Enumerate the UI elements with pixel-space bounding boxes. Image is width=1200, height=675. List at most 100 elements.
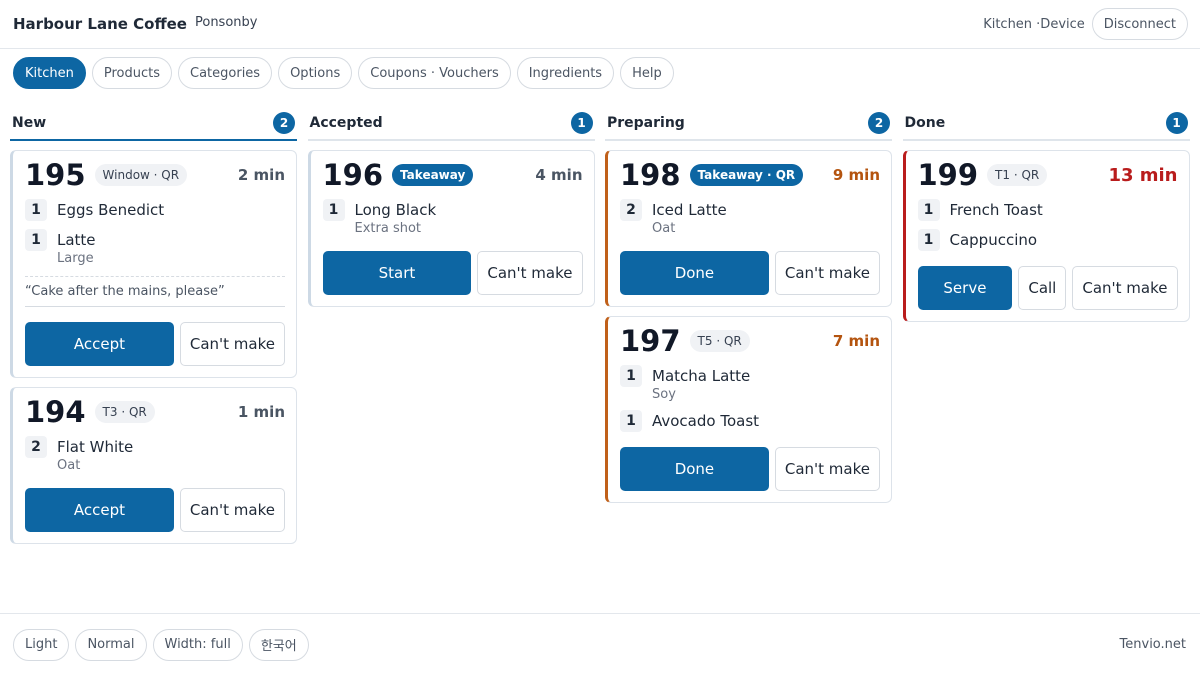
item-name: Flat White (57, 438, 134, 456)
item-name: Avocado Toast (652, 412, 760, 430)
order-card: 199 T1 · QR 13 min 1 French Toast 1 Cappuccino… (902, 150, 1190, 322)
footer-button[interactable]: Normal (75, 628, 147, 661)
order-time: 2 min (237, 166, 285, 184)
order-tag: T5 · QR (689, 330, 750, 352)
order-actions: Accept Can't make (25, 488, 285, 532)
item-qty: 1 (620, 410, 642, 432)
tab[interactable]: Kitchen (13, 57, 86, 89)
order-time: 9 min (832, 166, 880, 184)
action-button[interactable]: Start (322, 251, 472, 295)
tab[interactable]: Products (91, 57, 172, 89)
item-qty: 1 (322, 199, 345, 221)
item-body: Iced Latte Oat (652, 199, 727, 236)
column-title: Done (904, 115, 946, 131)
order-item: 1 French Toast (917, 199, 1178, 221)
footer: Light Normal Width: full 한국어 Tenvio.net (0, 613, 1200, 675)
order-number: 196 (322, 158, 384, 192)
item-qty: 1 (917, 199, 940, 221)
order-time: 7 min (832, 332, 880, 350)
order-header: 197 T5 · QR 7 min (620, 324, 880, 358)
action-button[interactable]: Can't make (774, 447, 880, 491)
tab[interactable]: Coupons · Vouchers (358, 57, 511, 89)
action-button[interactable]: Accept (25, 322, 174, 366)
order-item: 1 Eggs Benedict (25, 199, 285, 221)
column-header: Accepted 1 (307, 107, 595, 141)
action-button[interactable]: Can't make (179, 322, 285, 366)
order-number: 198 (620, 158, 681, 192)
action-button[interactable]: Done (620, 447, 769, 491)
order-item: 1 Long Black Extra shot (322, 199, 583, 236)
column-title: Accepted (309, 115, 383, 131)
column: Preparing 2 198 Takeaway · QR 9 min 2 Iced Lat… (605, 107, 892, 544)
footer-button[interactable]: Width: full (152, 628, 243, 661)
count-badge: 1 (1165, 112, 1188, 134)
item-body: Latte Large (57, 229, 96, 266)
column-header: Preparing 2 (605, 107, 892, 141)
tab[interactable]: Options (278, 57, 353, 89)
order-item: 1 Cappuccino (917, 229, 1178, 251)
order-header: 198 Takeaway · QR 9 min (620, 158, 880, 192)
item-note: Large (57, 251, 94, 266)
tab[interactable]: Ingredients (516, 57, 615, 89)
disconnect-button[interactable]: Disconnect (1091, 8, 1188, 40)
order-header: 194 T3 · QR 1 min (25, 395, 285, 429)
item-qty: 1 (25, 199, 47, 221)
order-time: 4 min (535, 166, 583, 184)
action-button[interactable]: Serve (917, 266, 1013, 310)
order-tag: T3 · QR (94, 401, 155, 423)
order-actions: Done Can't make (620, 447, 880, 491)
order-actions: Start Can't make (322, 251, 583, 295)
tab[interactable]: Categories (178, 57, 273, 89)
tab-bar: Kitchen Products Categories Options Coupons … (0, 49, 1200, 97)
column: Accepted 1 196 Takeaway 4 min 1 Long Black Extr… (307, 107, 595, 544)
count-badge: 1 (570, 112, 593, 134)
footer-button[interactable]: 한국어 (248, 628, 309, 661)
order-number: 195 (25, 158, 86, 192)
item-note: Extra shot (354, 221, 422, 236)
footer-button[interactable]: Light (13, 628, 70, 661)
item-body: Avocado Toast (652, 410, 759, 432)
count-badge: 2 (273, 112, 295, 134)
action-button[interactable]: Can't make (477, 251, 583, 295)
order-number: 197 (620, 324, 681, 358)
order-number: 199 (917, 158, 979, 192)
action-button[interactable]: Accept (25, 488, 174, 532)
brand: Tenvio.net (1119, 637, 1186, 652)
order-header: 195 Window · QR 2 min (25, 158, 285, 192)
item-name: Iced Latte (652, 201, 727, 219)
item-body: Matcha Latte Soy (652, 365, 750, 402)
item-note: Oat (652, 221, 676, 236)
order-item: 2 Flat White Oat (25, 436, 285, 473)
item-qty: 1 (25, 229, 47, 251)
order-tag: Takeaway (392, 164, 474, 186)
order-tag: Window · QR (94, 164, 188, 186)
item-body: Flat White Oat (57, 436, 133, 473)
order-card: 196 Takeaway 4 min 1 Long Black Extra shot Sta… (307, 150, 595, 307)
item-name: Eggs Benedict (57, 201, 165, 219)
column: New 2 195 Window · QR 2 min 1 Eggs Benedict 1 La… (10, 107, 297, 544)
tab[interactable]: Help (620, 57, 674, 89)
device-label: Kitchen ·Device (983, 16, 1085, 32)
action-button[interactable]: Call (1018, 266, 1067, 310)
order-header: 196 Takeaway 4 min (322, 158, 583, 192)
column: Done 1 199 T1 · QR 13 min 1 French Toast 1 Cappu… (902, 107, 1190, 544)
shop-title: Harbour Lane Coffee (13, 15, 187, 33)
action-button[interactable]: Can't make (774, 251, 880, 295)
order-header: 199 T1 · QR 13 min (917, 158, 1178, 192)
order-item: 1 Latte Large (25, 229, 285, 266)
action-button[interactable]: Can't make (179, 488, 285, 532)
item-name: Matcha Latte (652, 367, 751, 385)
item-body: French Toast (950, 199, 1043, 221)
item-qty: 2 (620, 199, 642, 221)
action-button[interactable]: Done (620, 251, 769, 295)
order-tag: Takeaway · QR (689, 164, 804, 186)
order-card: 194 T3 · QR 1 min 2 Flat White Oat Accept Can't… (10, 387, 297, 544)
item-name: Latte (57, 231, 96, 249)
order-tag: T1 · QR (987, 164, 1048, 186)
item-qty: 2 (25, 436, 47, 458)
action-button[interactable]: Can't make (1072, 266, 1178, 310)
item-note: Oat (57, 458, 81, 473)
item-qty: 1 (917, 229, 940, 251)
item-body: Eggs Benedict (57, 199, 164, 221)
